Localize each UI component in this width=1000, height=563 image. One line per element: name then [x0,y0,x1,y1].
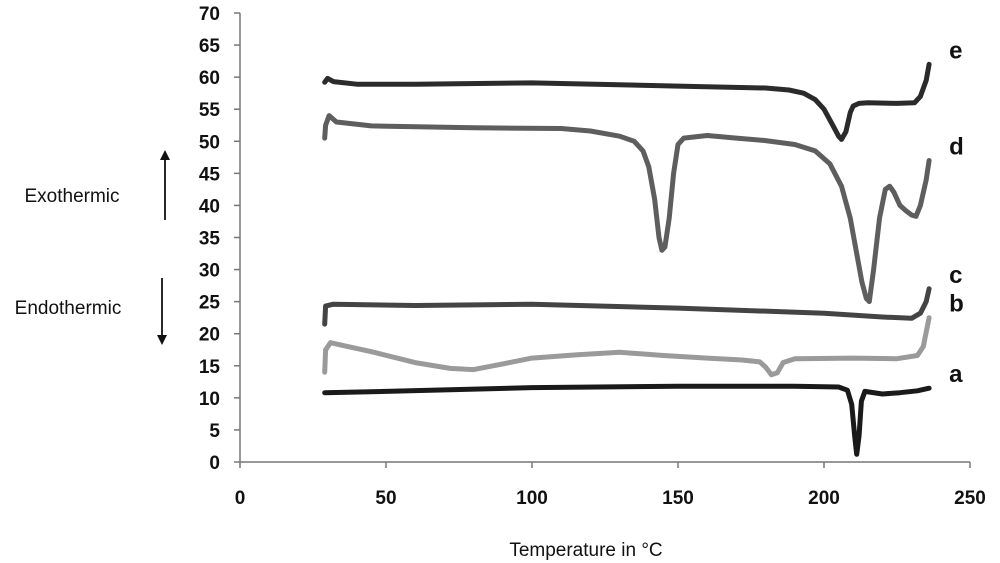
series-label-b: b [949,291,964,318]
y-tick-label: 70 [199,4,220,25]
y-tick-label: 5 [209,421,220,442]
series-label-c: c [949,262,962,289]
y-tick-label: 25 [199,293,221,314]
y-tick-label: 10 [199,389,220,410]
endothermic-label: Endothermic [15,298,122,319]
y-tick-label: 65 [199,36,221,57]
series-label-d: d [949,134,964,161]
x-axis-title: Temperature in °C [509,540,662,561]
y-tick-label: 30 [199,261,220,282]
down-arrow-icon [157,278,167,345]
y-tick-label: 45 [199,164,221,185]
y-tick-label: 40 [199,196,220,217]
x-tick-label: 50 [375,488,396,509]
series-label-e: e [949,37,962,64]
series-line-e [322,61,932,142]
y-tick-label: 35 [199,229,221,250]
x-tick-label: 150 [662,488,694,509]
x-tick-label: 200 [808,488,840,509]
y-axis-ticks: 0 5 10 15 20 25 30 35 40 45 50 55 60 65 70 [199,4,240,474]
series-line-d [322,113,932,305]
exothermic-label: Exothermic [24,186,119,207]
y-tick-label: 20 [199,325,220,346]
x-tick-label: 100 [516,488,548,509]
x-tick-label: 0 [235,488,246,509]
series-line-c [322,286,932,327]
y-tick-label: 60 [199,68,220,89]
series-labels-group: a bc d e [949,37,964,388]
y-tick-label: 15 [199,357,221,378]
y-tick-label: 0 [209,453,220,474]
series-line-a [322,383,932,457]
series-line-b [322,315,932,378]
plot-series-group [322,61,932,457]
series-label-a: a [949,361,963,388]
up-arrow-icon [160,150,170,220]
x-tick-label: 250 [954,488,986,509]
annotation-group: Exothermic Endothermic [15,150,170,345]
y-tick-label: 55 [199,100,221,121]
x-axis-ticks: 0 50 100 150 200 250 [235,462,986,509]
y-tick-label: 50 [199,132,220,153]
